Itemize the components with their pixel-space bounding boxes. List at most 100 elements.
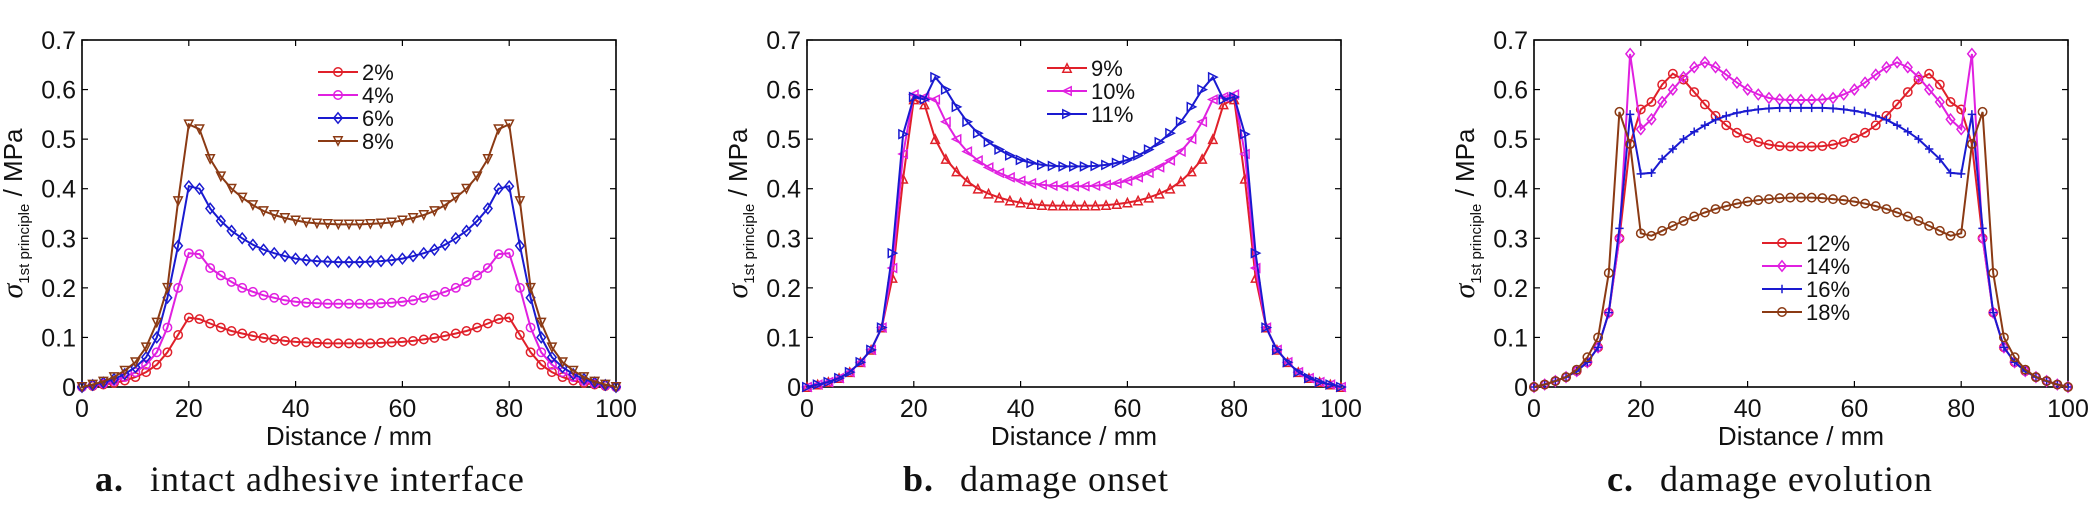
data-point-c-1-9 xyxy=(1624,47,1636,61)
data-point-b-2-6 xyxy=(866,344,877,356)
data-point-b-0-31 xyxy=(1132,194,1144,206)
data-point-a-1-8 xyxy=(162,322,173,333)
data-point-a-2-6 xyxy=(140,350,152,364)
legend-label-a-0: 2% xyxy=(362,60,394,85)
data-point-c-2-36 xyxy=(1914,134,1923,144)
data-point-a-1-39 xyxy=(493,249,504,260)
data-point-c-2-15 xyxy=(1690,127,1699,136)
data-point-a-3-14 xyxy=(226,183,237,195)
data-point-b-0-19 xyxy=(1004,194,1016,206)
data-point-c-3-29 xyxy=(1838,195,1849,206)
data-point-a-3-12 xyxy=(204,154,216,165)
data-point-a-3-32 xyxy=(418,210,430,221)
data-point-c-2-17 xyxy=(1711,115,1720,125)
x-tick-label-b-3: 60 xyxy=(1113,395,1141,423)
data-point-a-0-18 xyxy=(269,334,280,345)
data-point-a-1-37 xyxy=(472,270,483,281)
data-point-b-2-48 xyxy=(1314,376,1326,388)
data-point-c-2-39 xyxy=(1946,168,1955,178)
data-point-a-1-11 xyxy=(194,249,205,260)
data-point-a-3-17 xyxy=(258,206,269,217)
data-point-c-0-37 xyxy=(1924,68,1935,79)
data-point-c-1-22 xyxy=(1763,91,1775,105)
data-point-b-0-7 xyxy=(876,321,888,333)
data-point-b-1-29 xyxy=(1110,177,1122,189)
data-point-a-3-22 xyxy=(311,218,323,230)
data-point-b-1-35 xyxy=(1174,146,1186,157)
legend-marker-c-0 xyxy=(1777,238,1787,248)
data-point-c-1-18 xyxy=(1721,68,1732,82)
data-point-a-3-43 xyxy=(535,317,547,329)
x-tick-label-a-3: 60 xyxy=(388,395,416,423)
data-point-a-3-34 xyxy=(439,200,451,211)
data-point-b-2-9 xyxy=(898,128,909,140)
data-point-a-1-41 xyxy=(514,282,525,293)
x-tick-label-b-2: 40 xyxy=(1007,395,1035,423)
data-point-a-3-35 xyxy=(450,192,462,204)
data-point-a-1-6 xyxy=(141,359,152,370)
data-point-b-1-30 xyxy=(1121,175,1133,187)
data-point-a-2-41 xyxy=(514,239,526,253)
data-point-c-0-23 xyxy=(1774,141,1785,152)
data-point-c-1-37 xyxy=(1923,83,1935,96)
data-point-c-0-25 xyxy=(1796,141,1806,152)
data-point-b-1-38 xyxy=(1206,94,1218,105)
data-point-c-1-7 xyxy=(1603,306,1614,320)
data-point-b-2-2 xyxy=(823,376,835,388)
data-point-a-3-41 xyxy=(514,196,526,207)
legend-b: 9%10%11% xyxy=(1047,56,1135,127)
data-point-a-2-38 xyxy=(482,202,494,215)
data-point-c-0-21 xyxy=(1753,137,1764,148)
data-point-a-2-23 xyxy=(322,255,333,268)
data-point-a-0-37 xyxy=(472,322,483,333)
data-point-c-0-10 xyxy=(1635,104,1646,115)
data-point-b-1-9 xyxy=(897,148,909,160)
data-point-c-1-42 xyxy=(1977,231,1988,245)
data-point-a-1-38 xyxy=(482,263,493,273)
data-point-a-2-14 xyxy=(226,224,237,238)
data-point-b-2-17 xyxy=(983,136,995,148)
data-point-a-3-47 xyxy=(578,372,590,383)
data-point-a-0-44 xyxy=(546,367,557,378)
x-tick-label-b-4: 80 xyxy=(1220,395,1248,423)
data-point-c-3-36 xyxy=(1913,215,1924,226)
panel-b-caption-letter: b. xyxy=(903,459,935,499)
data-point-b-2-47 xyxy=(1304,372,1315,384)
data-point-c-0-15 xyxy=(1689,87,1700,98)
y-tick-label-b-4: 0.4 xyxy=(766,176,801,204)
data-point-a-2-35 xyxy=(450,231,461,245)
data-point-a-0-41 xyxy=(514,330,525,340)
data-point-c-3-33 xyxy=(1881,204,1892,214)
legend-marker-a-0 xyxy=(333,67,343,77)
data-point-a-2-20 xyxy=(290,252,301,266)
data-point-c-3-39 xyxy=(1945,230,1956,241)
series-b-1 xyxy=(801,89,1346,393)
data-point-b-2-30 xyxy=(1122,154,1134,166)
data-point-c-3-28 xyxy=(1828,194,1838,205)
data-point-a-3-42 xyxy=(525,282,536,294)
panel-b-caption-text: damage onset xyxy=(960,459,1169,499)
data-point-c-2-26 xyxy=(1807,103,1816,113)
data-point-a-3-9 xyxy=(172,196,184,207)
data-point-a-0-28 xyxy=(376,337,386,348)
data-point-c-3-5 xyxy=(1582,352,1593,363)
data-point-c-3-8 xyxy=(1614,106,1625,117)
data-point-c-2-9 xyxy=(1625,110,1635,119)
data-point-b-0-16 xyxy=(972,182,984,194)
data-point-a-1-28 xyxy=(376,298,386,309)
y-axis-label-sub-b: 1st principle xyxy=(741,204,758,284)
data-point-c-3-32 xyxy=(1870,201,1881,212)
data-point-c-0-30 xyxy=(1849,133,1860,144)
data-point-a-0-31 xyxy=(408,335,419,346)
data-point-c-3-25 xyxy=(1796,192,1806,203)
data-point-b-0-27 xyxy=(1089,199,1101,211)
data-point-b-1-16 xyxy=(972,155,983,166)
data-point-a-3-44 xyxy=(546,342,558,354)
legend-marker-a-2 xyxy=(332,111,344,125)
data-point-c-1-33 xyxy=(1881,60,1892,74)
data-point-c-2-14 xyxy=(1679,134,1688,144)
data-point-a-0-13 xyxy=(215,322,226,333)
data-point-b-1-17 xyxy=(982,161,994,173)
data-point-a-0-19 xyxy=(279,335,290,346)
